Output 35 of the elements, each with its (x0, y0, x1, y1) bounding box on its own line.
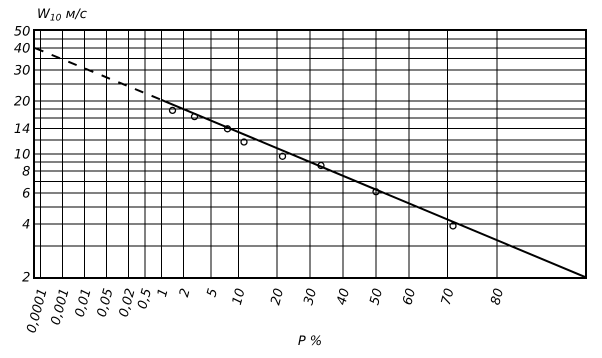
x-tick-label: 60 (400, 286, 420, 307)
point (190, 113, 198, 120)
point (372, 188, 380, 196)
point (449, 222, 457, 230)
point (317, 162, 325, 170)
y-tick-label: 14 (14, 122, 30, 137)
x-tick-label: 1 (155, 286, 172, 299)
y-tick-label: 30 (14, 64, 30, 79)
y-tick-label: 4 (22, 218, 30, 233)
x-tick-label: 40 (334, 286, 354, 307)
y-tick-label: 40 (14, 42, 30, 57)
x-tick-label: 30 (301, 286, 320, 307)
y-tick-label: 8 (22, 164, 30, 180)
y-tick-label: 10 (14, 148, 30, 163)
x-tick-label: 0,05 (94, 286, 117, 319)
x-tick-label: 0,001 (48, 286, 73, 327)
y-tick-label: 2 (22, 270, 30, 286)
x-tick-label: 0,0001 (24, 286, 51, 335)
x-tick-label: 20 (268, 286, 288, 307)
point (278, 152, 286, 160)
y-tick-label: 50 (14, 24, 30, 40)
x-tick-label: 50 (367, 286, 386, 307)
x-tick-label: 0,01 (72, 286, 95, 319)
x-axis-title: P % (298, 334, 322, 349)
y-tick-label: 6 (22, 186, 30, 202)
x-tick-label: 2 (177, 286, 194, 299)
x-tick-label: 70 (438, 286, 458, 307)
point (240, 138, 248, 146)
point (168, 106, 176, 114)
y-axis-title: W$_{10}$ м/с (37, 7, 87, 24)
point (224, 125, 232, 132)
x-tick-label: 80 (488, 286, 508, 307)
x-tick-label: 10 (230, 286, 249, 307)
y-tick-label: 20 (14, 94, 30, 110)
x-tick-label: 5 (204, 286, 222, 299)
